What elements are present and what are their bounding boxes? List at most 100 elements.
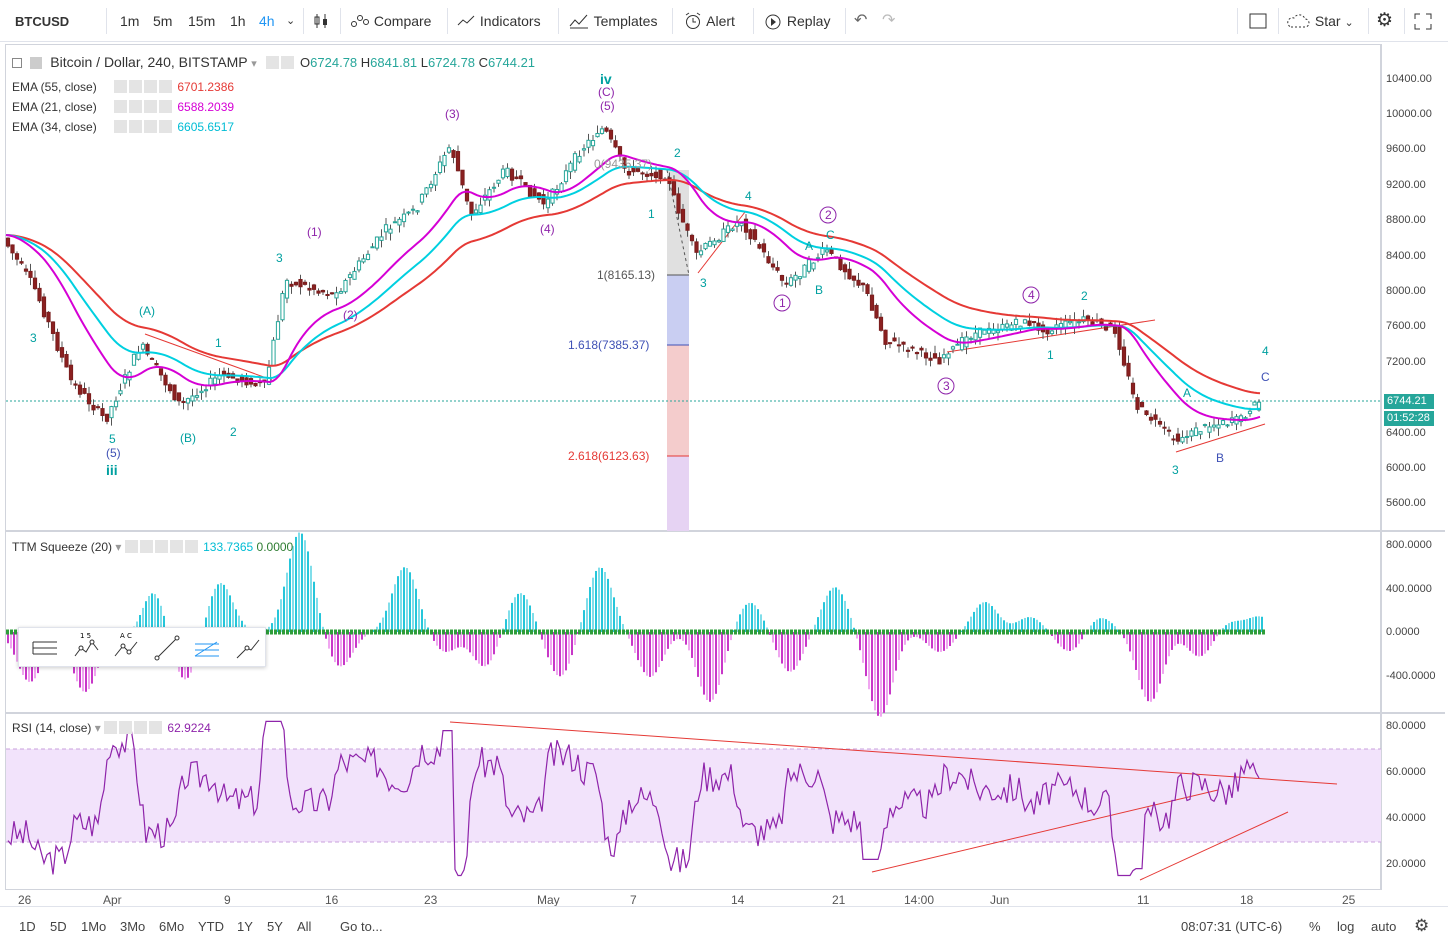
- ttm-histogram: [7, 532, 1263, 717]
- fib-label: 1(8165.13): [597, 268, 656, 282]
- interval-1h[interactable]: 1h: [230, 13, 246, 29]
- wave-label: C: [826, 228, 835, 242]
- candle: [1135, 397, 1140, 410]
- elliott-correction-icon[interactable]: A C: [111, 632, 143, 664]
- candle: [298, 278, 303, 288]
- candle: [370, 246, 375, 249]
- candles-icon[interactable]: [312, 0, 330, 42]
- candle: [1076, 321, 1082, 324]
- pane-separator[interactable]: [5, 530, 1445, 532]
- fullscreen-icon[interactable]: [1413, 0, 1433, 42]
- log-toggle[interactable]: log: [1337, 919, 1355, 934]
- wave-label: (2): [343, 308, 358, 322]
- range-ytd[interactable]: YTD: [198, 919, 224, 934]
- elliott-impulse-icon[interactable]: 1 5: [71, 632, 103, 664]
- x-tick: 25: [1342, 893, 1356, 907]
- candle: [905, 349, 911, 352]
- pane-separator[interactable]: [5, 712, 1445, 714]
- percent-toggle[interactable]: %: [1309, 919, 1321, 934]
- range-3mo[interactable]: 3Mo: [120, 919, 146, 934]
- interval-4h[interactable]: 4h: [259, 13, 275, 29]
- ema-34-legend[interactable]: EMA (34, close) 6605.6517: [12, 120, 235, 134]
- replay-icon: [765, 14, 781, 30]
- candle: [1189, 430, 1194, 437]
- range-1d[interactable]: 1D: [19, 919, 36, 934]
- path-icon[interactable]: [231, 632, 263, 664]
- lines-icon[interactable]: [29, 632, 61, 664]
- candle: [946, 353, 951, 359]
- range-5d[interactable]: 5D: [50, 919, 67, 934]
- range-1mo[interactable]: 1Mo: [81, 919, 107, 934]
- candle: [604, 127, 609, 132]
- fib-retracement-icon[interactable]: [191, 632, 223, 664]
- range-all[interactable]: All: [297, 919, 312, 934]
- interval-1m[interactable]: 1m: [120, 13, 140, 29]
- candle: [1238, 415, 1244, 423]
- price-scale[interactable]: [1381, 44, 1445, 890]
- ema-21-legend[interactable]: EMA (21, close) 6588.2039: [12, 100, 235, 114]
- interval-15m[interactable]: 15m: [188, 13, 216, 29]
- candle: [1027, 320, 1032, 326]
- candle: [5, 237, 11, 247]
- fib-label: 2.618(6123.63): [568, 449, 650, 463]
- rsi-legend[interactable]: RSI (14, close) ▾ 62.9224: [12, 721, 211, 735]
- ttm-legend[interactable]: TTM Squeeze (20) ▾ 133.7365 0.0000: [12, 540, 294, 554]
- interval-5m[interactable]: 5m: [153, 13, 173, 29]
- price-tick: 5600.00: [1386, 497, 1426, 510]
- range-6mo[interactable]: 6Mo: [159, 919, 185, 934]
- candle: [856, 279, 861, 286]
- ema-55-legend[interactable]: EMA (55, close) 6701.2386: [12, 80, 235, 94]
- layout-icon[interactable]: [1249, 0, 1267, 42]
- trendline-icon[interactable]: [151, 632, 183, 664]
- collapse-icon[interactable]: [12, 58, 22, 68]
- candle: [415, 210, 420, 213]
- candle: [1121, 346, 1127, 366]
- main-legend: Bitcoin / Dollar, 240, BITSTAMP ▾ O6724.…: [12, 54, 535, 70]
- settings-gear-icon[interactable]: ⚙: [1414, 916, 1430, 935]
- rsi-line: [7, 720, 1260, 877]
- range-5y[interactable]: 5Y: [267, 919, 283, 934]
- alert-button[interactable]: Alert: [683, 0, 735, 42]
- auto-toggle[interactable]: auto: [1371, 919, 1397, 934]
- clock-time[interactable]: 08:07:31 (UTC-6): [1181, 919, 1283, 934]
- candle: [352, 270, 357, 280]
- candle: [811, 262, 816, 270]
- compare-button[interactable]: Compare: [350, 0, 431, 42]
- candle: [32, 277, 38, 290]
- candle: [1148, 416, 1154, 421]
- price-tick: 7600.00: [1386, 320, 1426, 333]
- redo-icon[interactable]: ↷: [882, 12, 896, 29]
- wave-label: C: [1261, 370, 1270, 384]
- templates-button[interactable]: Templates: [568, 0, 657, 42]
- candle: [167, 384, 173, 392]
- settings-icon[interactable]: [281, 56, 295, 69]
- candle: [869, 294, 875, 311]
- candle: [338, 290, 344, 294]
- candle: [91, 404, 96, 411]
- goto-button[interactable]: Go to...: [340, 919, 383, 934]
- chart-area[interactable]: [5, 44, 1381, 890]
- candle: [613, 140, 618, 148]
- undo-icon[interactable]: ↶: [854, 12, 868, 29]
- candle: [784, 282, 789, 285]
- x-tick: 23: [424, 893, 438, 907]
- settings-gear-icon[interactable]: ⚙: [1376, 10, 1394, 31]
- drawing-toolbar: 1 5 A C: [18, 627, 266, 667]
- fib-label: 0(9435.37): [594, 157, 653, 171]
- star-button[interactable]: Star ⌄: [1285, 0, 1354, 42]
- candle: [1013, 318, 1019, 325]
- indicators-button[interactable]: Indicators: [456, 0, 541, 42]
- wave-label: 2: [230, 425, 237, 439]
- eye-icon[interactable]: [266, 56, 280, 69]
- bar-countdown: 01:52:28: [1384, 411, 1434, 426]
- candle: [608, 129, 614, 140]
- candle: [1022, 319, 1028, 324]
- wave-label: 4: [1262, 344, 1269, 358]
- symbol-title[interactable]: Bitcoin / Dollar, 240, BITSTAMP: [50, 54, 248, 70]
- candle: [122, 374, 128, 384]
- replay-button[interactable]: Replay: [763, 0, 830, 42]
- interval-dropdown-icon[interactable]: ⌄: [286, 15, 296, 27]
- range-1y[interactable]: 1Y: [237, 919, 253, 934]
- symbol-search[interactable]: BTCUSD: [8, 9, 100, 33]
- candle: [739, 222, 744, 227]
